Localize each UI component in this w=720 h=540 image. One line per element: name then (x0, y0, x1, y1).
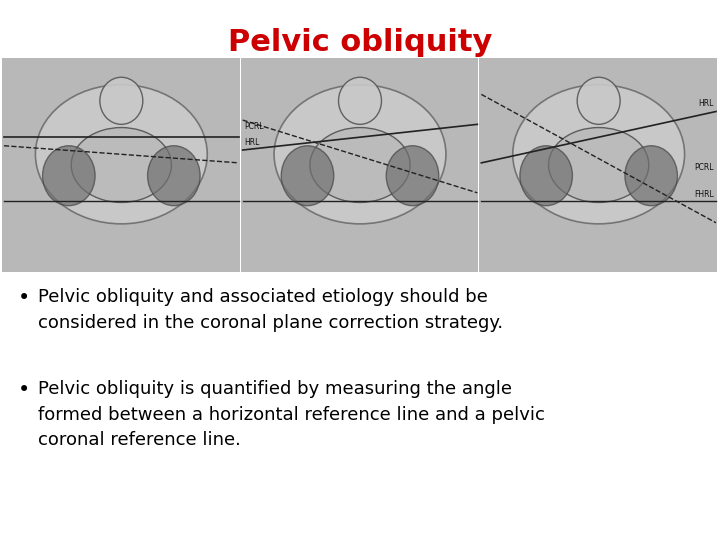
Ellipse shape (282, 146, 334, 206)
Ellipse shape (549, 127, 649, 202)
Bar (480, 58, 717, 272)
Ellipse shape (148, 146, 200, 206)
Ellipse shape (338, 77, 382, 124)
Text: Pelvic obliquity is quantified by measuring the angle
formed between a horizonta: Pelvic obliquity is quantified by measur… (38, 380, 545, 449)
Text: PCRL: PCRL (245, 122, 264, 131)
Bar (240, 58, 478, 272)
Ellipse shape (386, 146, 438, 206)
Text: PCRL: PCRL (695, 163, 714, 172)
Text: Pelvic obliquity: Pelvic obliquity (228, 28, 492, 57)
Ellipse shape (520, 146, 572, 206)
Text: •: • (18, 288, 30, 308)
Ellipse shape (71, 127, 171, 202)
Ellipse shape (274, 85, 446, 224)
Ellipse shape (577, 77, 620, 124)
Ellipse shape (513, 85, 685, 224)
Ellipse shape (42, 146, 95, 206)
Ellipse shape (625, 146, 678, 206)
Text: Pelvic obliquity and associated etiology should be
considered in the coronal pla: Pelvic obliquity and associated etiology… (38, 288, 503, 332)
Ellipse shape (35, 85, 207, 224)
Ellipse shape (100, 77, 143, 124)
Text: HRL: HRL (245, 138, 260, 147)
Bar (2, 58, 240, 272)
Text: FHRL: FHRL (694, 191, 714, 199)
Text: •: • (18, 380, 30, 400)
Ellipse shape (310, 127, 410, 202)
Text: HRL: HRL (698, 99, 714, 109)
